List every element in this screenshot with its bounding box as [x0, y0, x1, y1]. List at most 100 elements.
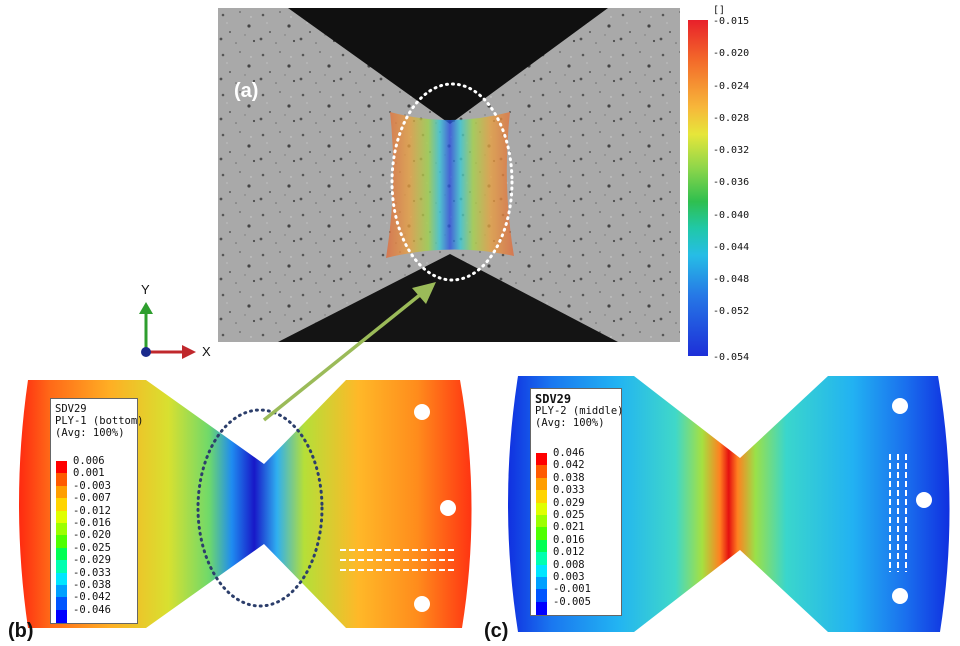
- legend-c-value: 0.025: [553, 509, 585, 522]
- legend-b-swatch: [56, 560, 67, 573]
- legend-c-swatch: [536, 503, 547, 516]
- colorbar-tick-label: -0.054: [713, 352, 750, 363]
- x-axis-label: X: [202, 344, 211, 359]
- legend-c-swatch: [536, 589, 547, 602]
- legend-c-value: 0.038: [553, 471, 585, 484]
- legend-c-title-line-2: PLY-2 (middle): [535, 405, 624, 417]
- legend-c-swatch: [536, 465, 547, 478]
- legend-c-swatch: [536, 478, 547, 491]
- legend-c-swatch: [536, 453, 547, 466]
- legend-c-values: 0.046 0.042 0.038 0.033 0.029 0.025 0.021 0.016…: [553, 447, 591, 608]
- legend-b-swatch: [56, 535, 67, 548]
- colorbar-tick-label: -0.040: [713, 210, 750, 221]
- legend-c: SDV29 PLY-2 (middle) (Avg: 100%) 0.046 0.…: [530, 388, 624, 616]
- bolt-hole-bottom-c: [892, 588, 908, 604]
- legend-b-value: -0.020: [73, 529, 111, 542]
- legend-b-title: SDV29 PLY-1 (bottom) (Avg: 100%): [55, 403, 144, 439]
- legend-b-swatch: [56, 610, 67, 623]
- y-axis-label: Y: [141, 282, 150, 297]
- legend-c-swatch: [536, 540, 547, 553]
- dic-strain-overlay: [386, 112, 514, 258]
- legend-b-swatch: [56, 585, 67, 598]
- legend-b-value: -0.007: [73, 492, 111, 505]
- legend-c-swatches: [536, 447, 547, 615]
- legend-b-title-line-3: (Avg: 100%): [55, 427, 125, 439]
- legend-b-title-line-1: SDV29: [55, 403, 87, 415]
- legend-c-value: 0.046: [553, 447, 585, 459]
- legend-c-value: -0.005: [553, 595, 591, 608]
- legend-c-swatch: [536, 565, 547, 578]
- legend-c-value: 0.003: [553, 571, 585, 584]
- highlight-ellipse-b: [196, 408, 324, 608]
- legend-b-value: -0.046: [73, 603, 111, 616]
- legend-c-value: 0.012: [553, 546, 585, 559]
- legend-b-value: 0.006: [73, 455, 105, 467]
- bolt-hole-middle-c: [916, 492, 932, 508]
- legend-b-swatch: [56, 511, 67, 524]
- legend-b-title-line-2: PLY-1 (bottom): [55, 415, 144, 427]
- colorbar-tick-label: -0.044: [713, 242, 750, 253]
- colorbar-tick-labels: -0.015 -0.020 -0.024 -0.028 -0.032 -0.036 -0.0…: [713, 16, 763, 363]
- highlight-ellipse-a: [390, 82, 514, 282]
- legend-b-swatch: [56, 498, 67, 511]
- legend-c-title-line-1: SDV29: [535, 392, 572, 406]
- fiber-lines-c: [889, 454, 907, 572]
- legend-c-value: 0.033: [553, 484, 585, 497]
- legend-b-swatch: [56, 573, 67, 586]
- legend-b-values: 0.006 0.001 -0.003 -0.007 -0.012 -0.016 -0.020…: [73, 455, 111, 616]
- bolt-hole-bottom: [414, 596, 430, 612]
- legend-b-value: -0.042: [73, 591, 111, 604]
- legend-b-swatch: [56, 597, 67, 610]
- colorbar-tick-label: -0.015: [713, 16, 750, 27]
- legend-b-value: -0.025: [73, 541, 111, 554]
- legend-c-value: 0.029: [553, 496, 585, 509]
- dic-photograph: [218, 8, 680, 342]
- legend-b-swatch: [56, 548, 67, 561]
- legend-c-value: 0.042: [553, 459, 585, 472]
- bolt-hole-middle: [440, 500, 456, 516]
- lower-notch: [278, 254, 618, 342]
- legend-c-title-line-3: (Avg: 100%): [535, 417, 605, 429]
- coordinate-axes: [139, 302, 196, 359]
- legend-b-value: -0.016: [73, 517, 111, 530]
- legend-b-swatch: [56, 523, 67, 536]
- legend-b: SDV29 PLY-1 (bottom) (Avg: 100%) 0.006 0.…: [50, 398, 144, 624]
- legend-c-value: 0.008: [553, 558, 585, 571]
- legend-c-swatch: [536, 527, 547, 540]
- legend-b-swatch: [56, 461, 67, 474]
- bolt-hole-top-c: [892, 398, 908, 414]
- legend-b-value: -0.029: [73, 554, 111, 567]
- fiber-lines-b: [340, 549, 456, 571]
- bolt-hole-top: [414, 404, 430, 420]
- connector-arrow: [262, 282, 436, 422]
- colorbar-tick-label: -0.048: [713, 274, 750, 285]
- legend-b-swatch: [56, 486, 67, 499]
- legend-b-value: 0.001: [73, 467, 105, 480]
- colorbar-tick-label: -0.052: [713, 306, 750, 317]
- colorbar-unit: []: [713, 5, 726, 16]
- colorbar-a: [688, 20, 708, 356]
- legend-c-title: SDV29 PLY-2 (middle) (Avg: 100%): [535, 393, 624, 429]
- legend-b-value: -0.038: [73, 579, 111, 592]
- colorbar-tick-label: -0.020: [713, 48, 750, 59]
- colorbar-tick-label: -0.032: [713, 145, 750, 156]
- legend-b-swatch: [56, 473, 67, 486]
- legend-b-value: -0.003: [73, 479, 111, 492]
- colorbar-tick-label: -0.036: [713, 177, 750, 188]
- legend-c-value: 0.016: [553, 533, 585, 546]
- legend-c-swatch: [536, 602, 547, 615]
- colorbar-tick-label: -0.028: [713, 113, 750, 124]
- panel-label-b: (b): [8, 620, 34, 642]
- legend-c-swatch: [536, 515, 547, 528]
- panel-label-a: (a): [234, 80, 259, 102]
- upper-notch: [288, 8, 608, 124]
- legend-c-swatch: [536, 490, 547, 503]
- panel-label-c: (c): [484, 620, 509, 642]
- legend-b-value: -0.033: [73, 566, 111, 579]
- legend-c-value: 0.021: [553, 521, 585, 534]
- legend-c-swatch: [536, 552, 547, 565]
- legend-c-swatch: [536, 577, 547, 590]
- dic-photo-svg: [218, 8, 680, 342]
- origin-dot: [141, 347, 151, 357]
- legend-b-swatches: [56, 455, 67, 623]
